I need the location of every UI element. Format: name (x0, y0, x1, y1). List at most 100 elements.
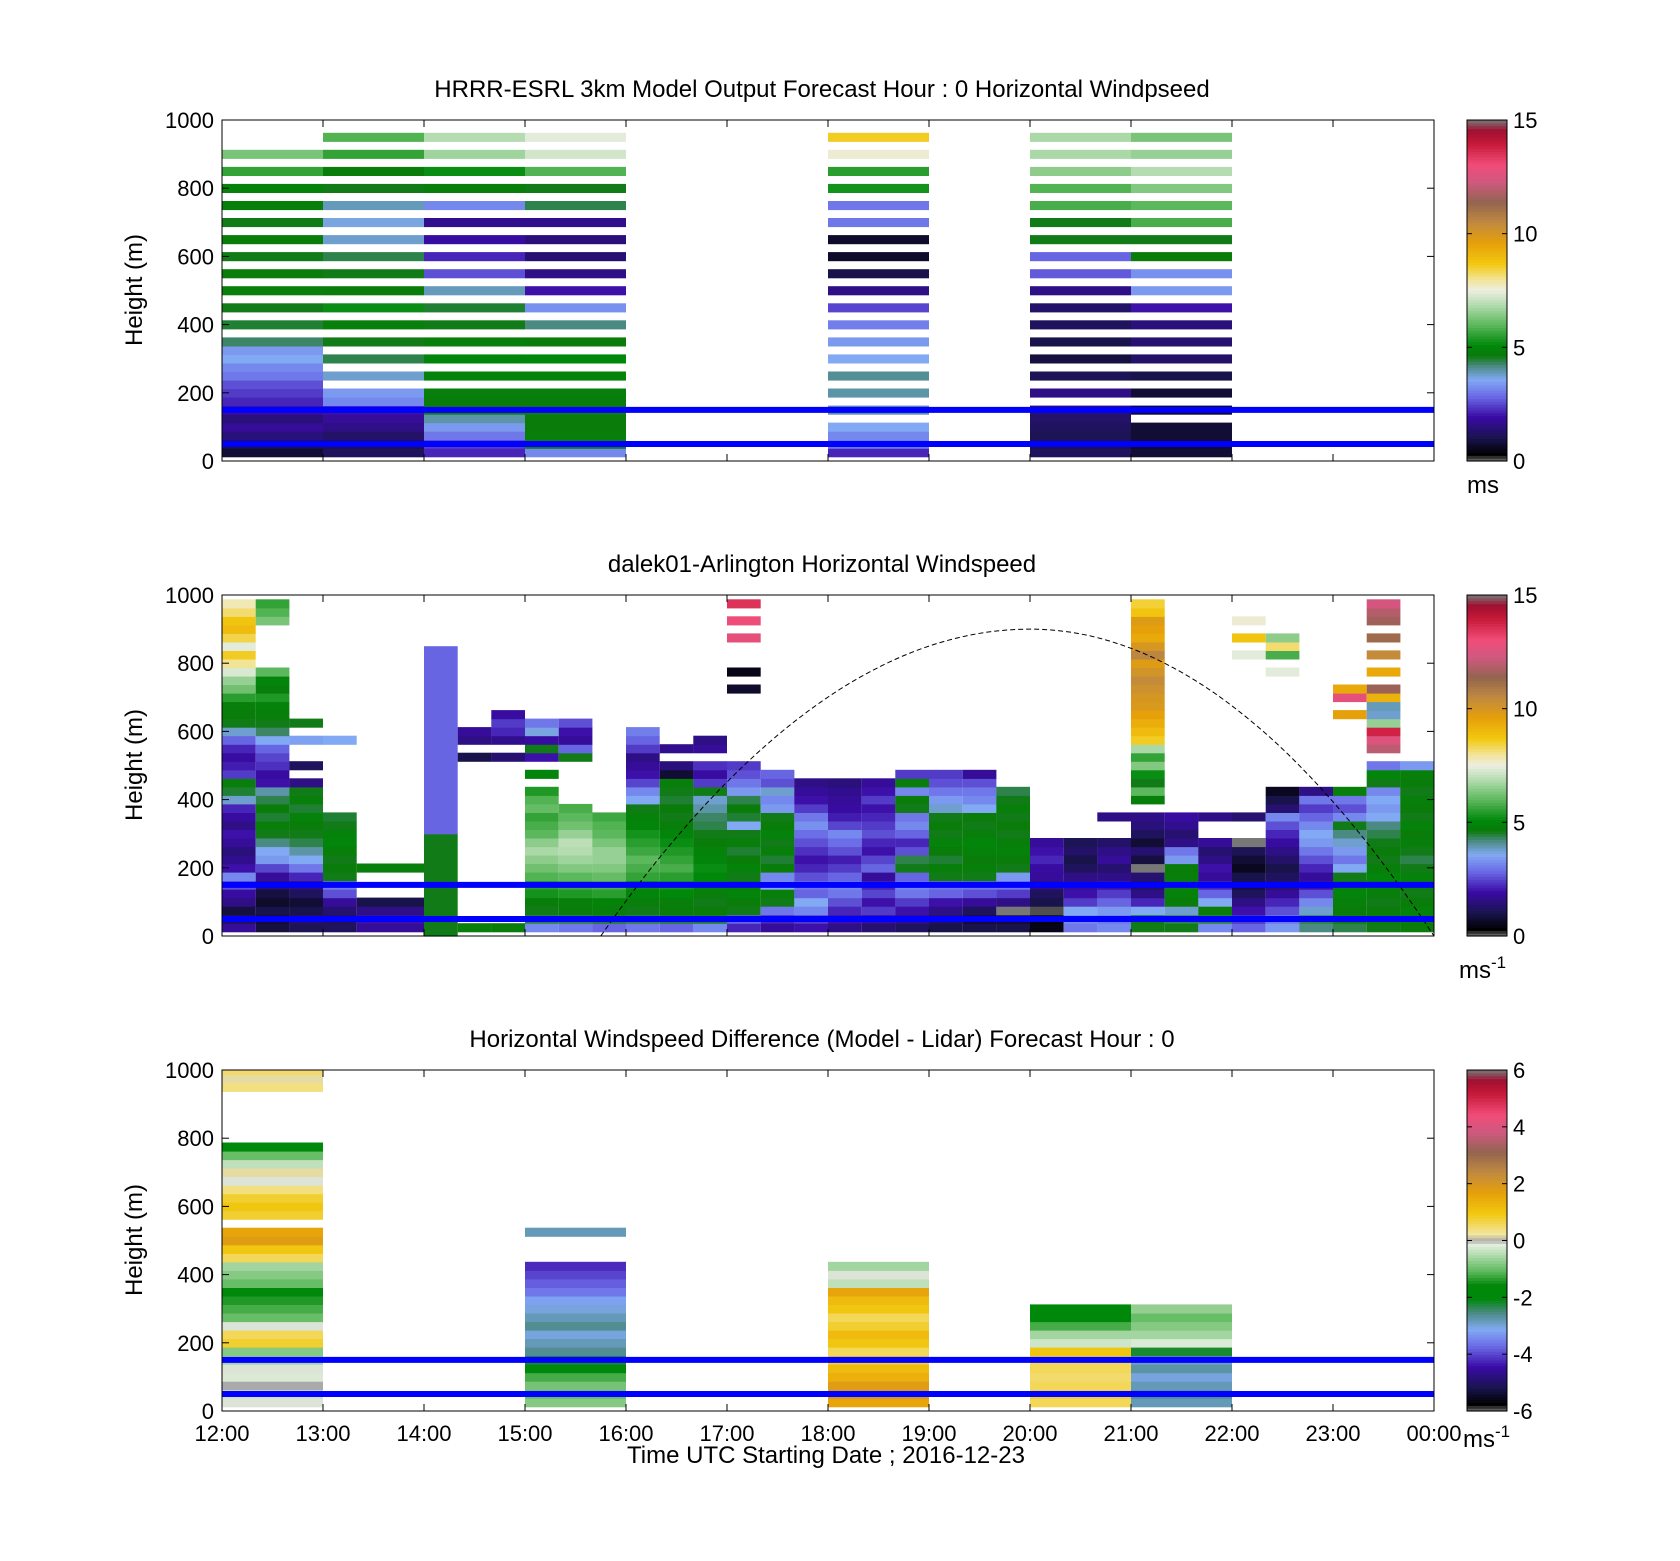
heatmap-cell (255, 855, 290, 865)
colorbar-segment (1467, 1197, 1507, 1202)
x-tick-label: 13:00 (295, 1421, 350, 1446)
colorbar-segment (1467, 409, 1507, 414)
heatmap-cell (424, 646, 458, 835)
heatmap-cell (929, 897, 963, 907)
heatmap-cell (693, 744, 727, 754)
colorbar-segment (1467, 338, 1507, 343)
heatmap-cell (525, 235, 626, 245)
heatmap-cell (861, 838, 896, 848)
heatmap-cell (323, 354, 424, 364)
heatmap-cell (1030, 218, 1131, 228)
heatmap-cell (255, 846, 290, 856)
heatmap-cell (1299, 846, 1333, 856)
heatmap-cell (289, 786, 323, 796)
heatmap-cell (828, 1295, 929, 1305)
heatmap-cell (1131, 693, 1165, 703)
heatmap-cell (525, 769, 559, 779)
heatmap-cell (255, 667, 290, 677)
heatmap-cell (1333, 906, 1367, 916)
colorbar-segment (1467, 737, 1507, 741)
colorbar-segment (1467, 614, 1507, 619)
heatmap-cell (255, 863, 290, 873)
heatmap-cell (895, 769, 929, 779)
colorbar-segment (1467, 1391, 1507, 1395)
heatmap-cell (1232, 650, 1266, 660)
colorbar-segment (1467, 666, 1507, 670)
heatmap-cell (222, 923, 256, 933)
colorbar-segment (1467, 1189, 1507, 1193)
heatmap-cell (794, 786, 828, 796)
heatmap-cell (861, 795, 896, 805)
heatmap-cell (222, 1304, 323, 1314)
heatmap-cell (323, 183, 424, 193)
heatmap-cell (693, 735, 727, 745)
colorbar-segment (1467, 904, 1507, 909)
heatmap-cell (828, 812, 862, 822)
colorbar-segment (1467, 247, 1507, 252)
heatmap-cell (525, 397, 626, 407)
colorbar-segment (1467, 742, 1507, 747)
heatmap-cell (1164, 906, 1199, 916)
colorbar-segment (1467, 418, 1507, 422)
heatmap-cell (1030, 838, 1064, 848)
heatmap-cell (1063, 855, 1098, 865)
colorbar-tick-label: 10 (1513, 222, 1537, 247)
heatmap-cell (424, 422, 525, 432)
heatmap-cell (1299, 838, 1333, 848)
heatmap-cell (222, 1398, 323, 1408)
colorbar-segment (1467, 1237, 1507, 1242)
heatmap-cell (255, 718, 290, 728)
colorbar-segment (1467, 833, 1507, 838)
heatmap-cell (1131, 149, 1232, 159)
heatmap-cell (222, 650, 256, 660)
heatmap-cell (1265, 786, 1300, 796)
heatmap-cell (1164, 863, 1199, 873)
heatmap-cell (558, 727, 593, 737)
heatmap-cell (222, 795, 256, 805)
heatmap-cell (996, 795, 1030, 805)
heatmap-cell (491, 718, 525, 728)
heatmap-cell (222, 1295, 323, 1305)
heatmap-cell (424, 235, 525, 245)
colorbar-segment (1467, 1351, 1507, 1355)
heatmap-cell (828, 1381, 929, 1391)
heatmap-cell (1164, 923, 1199, 933)
y-axis: 0 200 400 600 800 1000 (165, 583, 1434, 949)
heatmap-cell (525, 414, 626, 424)
heatmap-cell (828, 1321, 929, 1331)
colorbar-segment (1467, 281, 1507, 286)
colorbar-segment (1467, 771, 1507, 775)
heatmap-cell (222, 149, 323, 159)
heatmap-cell (1131, 303, 1232, 313)
heatmap-cell (760, 897, 795, 907)
colorbar-segment (1467, 870, 1507, 875)
heatmap-cell (962, 872, 997, 882)
heatmap-cell (1030, 872, 1064, 882)
colorbar-segment (1467, 310, 1507, 314)
heatmap-cell (1030, 1372, 1131, 1382)
heatmap-cell (1400, 829, 1434, 839)
panel-model: HRRR-ESRL 3km Model Output Forecast Hour… (121, 76, 1537, 499)
colorbar-segment (1467, 270, 1507, 275)
heatmap-cell (760, 863, 795, 873)
heatmap-cell (659, 744, 694, 754)
heatmap-cell (1131, 838, 1165, 848)
colorbar-segment (1467, 1078, 1507, 1082)
heatmap-cell (1097, 855, 1131, 865)
colorbar-segment (1467, 788, 1507, 792)
heatmap-cell (222, 812, 256, 822)
heatmap-cell (525, 1313, 626, 1323)
heatmap-cell (525, 863, 559, 873)
heatmap-cell (1097, 838, 1131, 848)
colorbar-segment (1467, 1280, 1507, 1284)
colorbar-segment (1467, 1399, 1507, 1404)
colorbar-segment (1467, 1294, 1507, 1298)
colorbar-segment (1467, 1098, 1507, 1102)
heatmap-cell (1198, 889, 1232, 899)
colorbar-segment (1467, 1115, 1507, 1119)
heatmap-cell (895, 803, 929, 813)
heatmap-cell (693, 906, 727, 916)
colorbar-segment (1467, 1226, 1507, 1230)
heatmap-cell (727, 820, 761, 830)
colorbar-segment (1467, 648, 1507, 653)
